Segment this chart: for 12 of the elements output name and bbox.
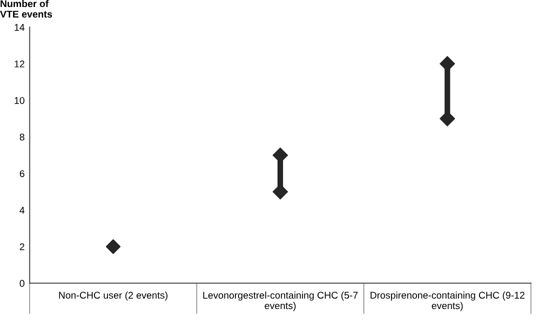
x-tick-label: Drospirenone-containing CHC (9-12 events) [370,292,524,312]
y-tick-label: 10 [14,97,24,104]
y-tick-label: 14 [14,24,24,31]
y-tick-label: 12 [14,60,24,68]
x-tick-label: Levonorgestrel-containing CHC (5-7 events) [203,292,358,312]
y-axis-title: Number of VTE events [0,0,52,18]
y-tick-label: 0 [20,280,24,287]
y-tick-label: 4 [20,206,24,214]
y-tick-label: 8 [20,134,24,141]
x-tick-label: Non-CHC user (2 events) [59,292,168,301]
y-tick-label: 2 [20,243,24,250]
y-tick-label: 6 [20,170,24,178]
